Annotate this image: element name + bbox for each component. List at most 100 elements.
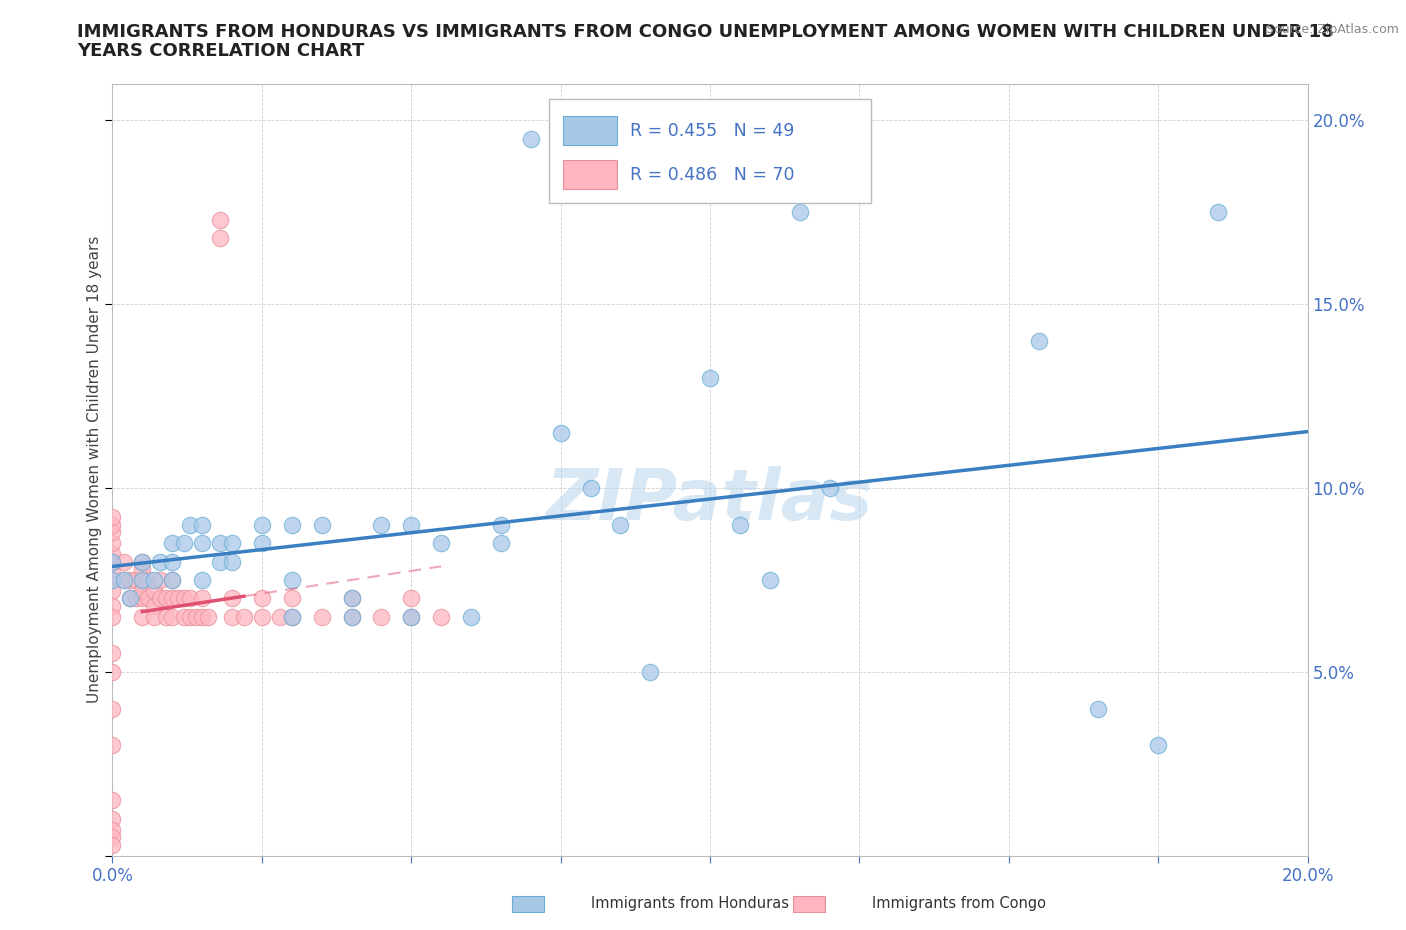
Point xyxy=(401,609,423,624)
Point xyxy=(221,609,243,624)
Point xyxy=(149,591,172,605)
Point xyxy=(460,609,482,624)
Point xyxy=(430,536,453,551)
Point xyxy=(101,737,124,752)
Point xyxy=(250,591,273,605)
Point xyxy=(1206,205,1229,219)
Point xyxy=(609,517,631,532)
Point xyxy=(209,231,232,246)
Point xyxy=(550,425,572,440)
Point xyxy=(281,591,304,605)
Point xyxy=(162,609,183,624)
Point xyxy=(101,536,124,551)
Point xyxy=(101,517,124,532)
Point xyxy=(179,609,201,624)
Point xyxy=(173,536,195,551)
Point xyxy=(138,591,160,605)
Point xyxy=(759,573,782,588)
FancyBboxPatch shape xyxy=(562,116,617,145)
Text: Immigrants from Honduras: Immigrants from Honduras xyxy=(591,897,789,911)
Point xyxy=(114,573,135,588)
Point xyxy=(520,131,543,146)
Point xyxy=(221,554,243,569)
Point xyxy=(101,701,124,716)
Point xyxy=(131,562,153,577)
Point xyxy=(162,573,183,588)
Point xyxy=(340,609,363,624)
Point xyxy=(143,573,166,588)
FancyBboxPatch shape xyxy=(562,160,617,190)
Point xyxy=(250,517,273,532)
Point xyxy=(281,573,304,588)
Point xyxy=(269,609,291,624)
Point xyxy=(162,573,183,588)
Point xyxy=(699,370,721,385)
Point xyxy=(101,554,124,569)
Point xyxy=(162,591,183,605)
Point xyxy=(101,822,124,837)
Point xyxy=(281,517,304,532)
Point xyxy=(138,573,160,588)
Text: Source: ZipAtlas.com: Source: ZipAtlas.com xyxy=(1265,23,1399,36)
Point xyxy=(191,517,214,532)
Point xyxy=(340,609,363,624)
Point xyxy=(101,598,124,613)
Point xyxy=(101,664,124,679)
Point xyxy=(489,536,512,551)
Point xyxy=(1147,737,1170,752)
Point xyxy=(101,573,124,588)
Point xyxy=(401,591,423,605)
Point xyxy=(340,591,363,605)
Point xyxy=(101,525,124,539)
Text: R = 0.486   N = 70: R = 0.486 N = 70 xyxy=(630,166,794,184)
Point xyxy=(143,598,166,613)
Point xyxy=(173,591,195,605)
Text: R = 0.455   N = 49: R = 0.455 N = 49 xyxy=(630,122,794,140)
Point xyxy=(191,591,214,605)
Point xyxy=(489,517,512,532)
Point xyxy=(281,609,304,624)
Point xyxy=(311,517,333,532)
Text: YEARS CORRELATION CHART: YEARS CORRELATION CHART xyxy=(77,42,364,60)
Point xyxy=(209,554,232,569)
Point xyxy=(143,583,166,598)
Point xyxy=(209,536,232,551)
Point xyxy=(101,583,124,598)
Point xyxy=(101,510,124,525)
Point xyxy=(728,517,751,532)
Point xyxy=(370,609,392,624)
Point xyxy=(101,811,124,826)
Point xyxy=(640,664,662,679)
Point xyxy=(197,609,219,624)
Point xyxy=(131,583,153,598)
Point xyxy=(430,609,453,624)
Point xyxy=(250,536,273,551)
Point xyxy=(579,481,602,496)
Point xyxy=(209,212,232,227)
Point xyxy=(114,573,135,588)
Point xyxy=(1087,701,1109,716)
Point xyxy=(101,573,124,588)
Point xyxy=(120,591,142,605)
Text: ZIPatlas: ZIPatlas xyxy=(547,466,873,535)
Point xyxy=(179,591,201,605)
Point xyxy=(120,573,142,588)
Point xyxy=(131,554,153,569)
Point xyxy=(167,591,190,605)
Point xyxy=(789,205,811,219)
Point xyxy=(149,554,172,569)
Point xyxy=(186,609,208,624)
Point xyxy=(131,609,153,624)
Point xyxy=(149,573,172,588)
Point xyxy=(233,609,256,624)
Text: IMMIGRANTS FROM HONDURAS VS IMMIGRANTS FROM CONGO UNEMPLOYMENT AMONG WOMEN WITH : IMMIGRANTS FROM HONDURAS VS IMMIGRANTS F… xyxy=(77,23,1334,41)
Point xyxy=(101,646,124,661)
Point xyxy=(120,591,142,605)
Point xyxy=(101,793,124,808)
Text: Immigrants from Congo: Immigrants from Congo xyxy=(872,897,1046,911)
Point xyxy=(401,609,423,624)
Point xyxy=(311,609,333,624)
Point xyxy=(250,609,273,624)
Point xyxy=(131,573,153,588)
Point xyxy=(131,591,153,605)
